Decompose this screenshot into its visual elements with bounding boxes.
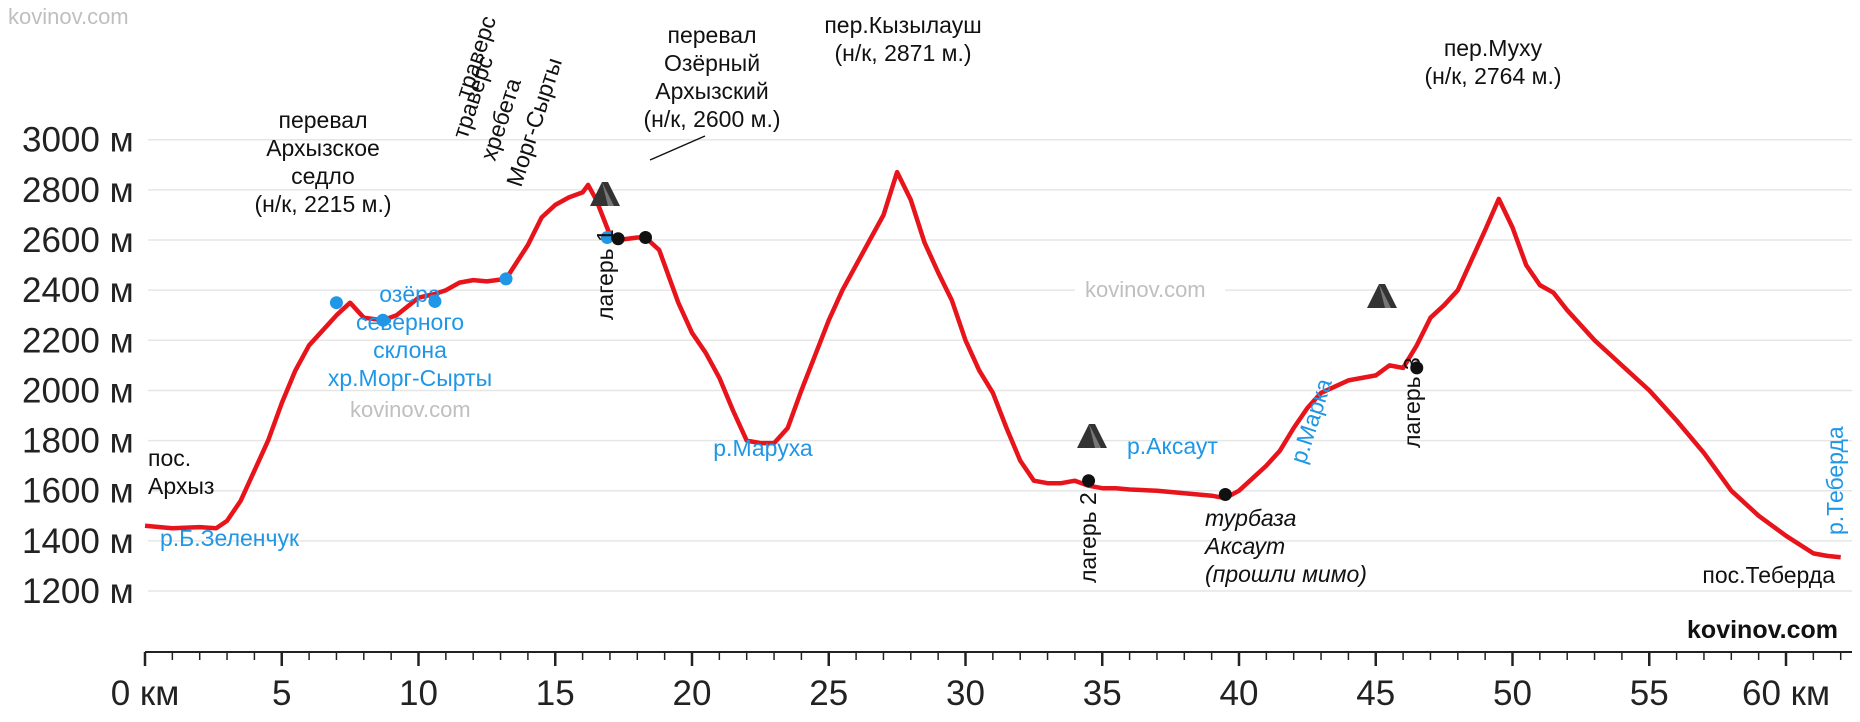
- annotation-pass-kyzylaush: пер.Кызылауш (н/к, 2871 м.): [824, 12, 981, 66]
- y-axis-ticks: 1200 м 1400 м 1600 м 1800 м 2000 м 2200 м 2400…: [22, 121, 134, 611]
- svg-text:седло: седло: [291, 163, 355, 189]
- watermark-top-left: kovinov.com: [8, 4, 129, 29]
- svg-text:Архызский: Архызский: [655, 78, 768, 104]
- waypoint-marker: [600, 231, 614, 245]
- svg-text:перевал: перевал: [667, 22, 756, 48]
- x-tick-label: 5: [272, 674, 291, 713]
- elevation-line: [144, 169, 1841, 560]
- svg-text:склона: склона: [373, 337, 447, 363]
- annotation-pass-ozerny: перевал Озёрный Архызский (н/к, 2600 м.): [643, 22, 780, 132]
- svg-text:турбаза: турбаза: [1205, 505, 1296, 531]
- waypoint-marker: [499, 272, 513, 286]
- waypoint-marker: [428, 294, 442, 308]
- label-camp3: лагерь 3: [1399, 357, 1425, 448]
- tent-icon-camp3: [1367, 284, 1397, 308]
- y-tick-label: 3000 м: [22, 121, 134, 160]
- tent-icon-camp2: [1077, 424, 1107, 448]
- y-tick-label: 1200 м: [22, 572, 134, 611]
- x-tick-label: 55: [1630, 674, 1669, 713]
- waypoint-marker: [639, 231, 653, 245]
- y-tick-label: 2400 м: [22, 271, 134, 310]
- x-tick-label: 50: [1493, 674, 1532, 713]
- watermark-bg-center: [1075, 275, 1225, 305]
- annotation-village-archyz: пос. Архыз: [148, 445, 214, 499]
- annotation-tourbase: турбаза Аксаут (прошли мимо): [1203, 505, 1367, 587]
- y-tick-label: 1800 м: [22, 422, 134, 461]
- brand-label: kovinov.com: [1687, 616, 1838, 644]
- x-tick-label: 45: [1356, 674, 1395, 713]
- label-river-aksaut: р.Аксаут: [1127, 433, 1218, 459]
- svg-text:Озёрный: Озёрный: [664, 50, 760, 76]
- tent-icon-camp1: [590, 182, 620, 206]
- svg-text:пер.Кызылауш: пер.Кызылауш: [824, 12, 981, 38]
- x-tick-label: 60 км: [1742, 674, 1830, 713]
- y-tick-label: 1600 м: [22, 472, 134, 511]
- svg-text:перевал: перевал: [278, 107, 367, 133]
- x-tick-label: 0 км: [111, 674, 180, 713]
- watermark-bg-left: [343, 395, 493, 425]
- annotation-pass-mukhu: пер.Муху (н/к, 2764 м.): [1424, 35, 1561, 89]
- label-village-teberda: пос.Теберда: [1702, 562, 1835, 588]
- svg-text:пер.Муху: пер.Муху: [1444, 35, 1543, 61]
- label-river-teberda: р.Теберда: [1822, 426, 1848, 535]
- svg-text:озёра: озёра: [379, 281, 441, 307]
- x-axis: 0 км 5 10 15 20 25 30 35 40 45 50 55 60 км: [111, 651, 1852, 713]
- waypoint-marker: [1218, 487, 1232, 501]
- annotation-lakes: озёра северного склона хр.Морг-Сырты: [328, 281, 492, 391]
- y-tick-label: 2000 м: [22, 371, 134, 410]
- ozerny-leader-line: [649, 135, 706, 161]
- x-tick-label: 15: [536, 674, 575, 713]
- label-camp1: лагерь 1: [592, 229, 618, 320]
- label-river-b-zelenchuk: р.Б.Зеленчук: [160, 525, 300, 551]
- svg-text:(прошли мимо): (прошли мимо): [1205, 561, 1367, 587]
- x-tick-label: 35: [1083, 674, 1122, 713]
- svg-text:пос.: пос.: [148, 445, 191, 471]
- svg-text:(н/к, 2871 м.): (н/к, 2871 м.): [834, 40, 971, 66]
- svg-text:хр.Морг-Сырты: хр.Морг-Сырты: [328, 365, 492, 391]
- grid-lines: [148, 138, 1852, 592]
- watermark-left: kovinov.com: [350, 397, 471, 422]
- label-river-marka: р.Марка: [1285, 375, 1337, 466]
- waypoint-marker: [1410, 361, 1424, 375]
- svg-text:(н/к, 2764 м.): (н/к, 2764 м.): [1424, 63, 1561, 89]
- svg-text:северного: северного: [356, 309, 464, 335]
- svg-text:(н/к, 2215 м.): (н/к, 2215 м.): [254, 191, 391, 217]
- x-tick-label: 20: [673, 674, 712, 713]
- waypoints: [329, 231, 1424, 501]
- svg-text:Архызское: Архызское: [266, 135, 380, 161]
- waypoint-marker: [611, 232, 625, 246]
- x-tick-label: 30: [946, 674, 985, 713]
- x-tick-label: 25: [809, 674, 848, 713]
- svg-text:(н/к, 2600 м.): (н/к, 2600 м.): [643, 106, 780, 132]
- y-tick-label: 2200 м: [22, 321, 134, 360]
- y-tick-label: 1400 м: [22, 522, 134, 561]
- watermark-center: kovinov.com: [1085, 277, 1206, 302]
- waypoint-marker: [376, 313, 390, 327]
- x-tick-label: 10: [399, 674, 438, 713]
- waypoint-marker: [1082, 474, 1096, 488]
- svg-text:Архыз: Архыз: [148, 473, 214, 499]
- annotation-pass-archyz-saddle: перевал Архызское седло (н/к, 2215 м.): [254, 107, 391, 217]
- label-camp2: лагерь 2: [1075, 492, 1101, 583]
- waypoint-marker: [329, 296, 343, 310]
- x-tick-label: 40: [1220, 674, 1259, 713]
- y-tick-label: 2600 м: [22, 221, 134, 260]
- label-river-marukha: р.Маруха: [713, 435, 813, 461]
- svg-text:Аксаут: Аксаут: [1203, 533, 1285, 559]
- y-tick-label: 2800 м: [22, 171, 134, 210]
